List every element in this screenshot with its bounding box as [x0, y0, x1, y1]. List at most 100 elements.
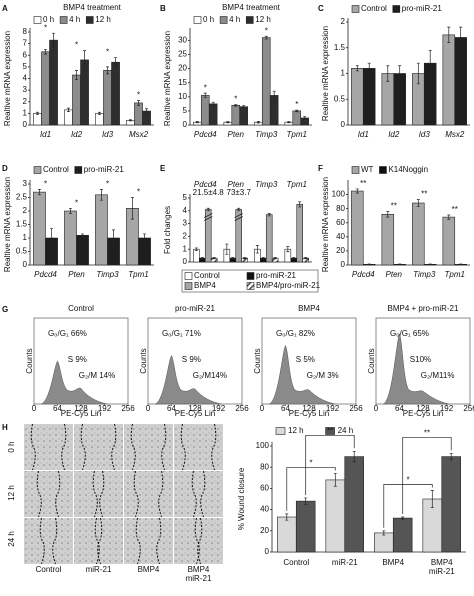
error-bar — [386, 65, 390, 82]
bracket — [402, 437, 452, 515]
x-axis-label: PE-Cy5 Lin — [289, 409, 329, 418]
bar — [442, 34, 456, 126]
category-label: BMP4 — [382, 558, 404, 567]
wound-edge — [180, 423, 217, 471]
error-bar — [447, 26, 451, 43]
chart-title: BMP4 treatment — [222, 3, 281, 12]
y-axis-label: Realtive mRNA expression — [321, 26, 330, 121]
legend-swatch — [33, 166, 42, 174]
x-tick-label: 256 — [235, 404, 249, 413]
panel-letter: H — [2, 423, 8, 432]
bar — [325, 479, 346, 553]
y-axis-label: Realtive mRNA expression — [3, 31, 12, 126]
wound-image — [124, 424, 173, 470]
error-bar — [237, 207, 241, 212]
phase-label: G₂/M 3% — [307, 371, 339, 380]
error-bar — [292, 257, 296, 260]
error-bar — [303, 116, 307, 120]
flow-title: BMP4 — [298, 304, 320, 313]
legend-swatch — [351, 166, 360, 174]
error-bar — [416, 199, 420, 207]
bracket — [305, 434, 355, 495]
legend-swatch — [392, 5, 401, 13]
bar — [64, 210, 77, 266]
y-tick-label: 6 — [23, 50, 28, 59]
error-bar — [226, 121, 230, 124]
legend-label: pro-miR-21 — [256, 271, 297, 280]
phase-label: G₀/G₁ 71% — [162, 329, 201, 338]
bar — [95, 194, 108, 266]
break-label: 73±3.7 — [227, 188, 252, 197]
y-tick-label: 15 — [178, 78, 187, 87]
category-label: Pdcd4 — [34, 270, 57, 279]
x-tick-label: 256 — [349, 404, 363, 413]
y-tick-label: 5 — [183, 193, 188, 202]
wound-image — [24, 518, 73, 564]
error-bar — [304, 497, 308, 505]
x-tick-label: 0 — [260, 404, 265, 413]
legend-label: Control — [361, 4, 387, 13]
error-bar — [295, 109, 299, 113]
bar — [442, 216, 456, 266]
error-bar — [287, 121, 291, 124]
bar — [344, 456, 364, 553]
bar — [64, 109, 73, 126]
bar — [41, 51, 50, 126]
error-bar — [428, 49, 432, 77]
category-label: Tpm1 — [287, 130, 307, 139]
bar — [351, 68, 364, 126]
error-bar — [272, 90, 276, 100]
category-label: miR-21 — [332, 558, 358, 567]
wound-edge — [130, 423, 167, 471]
y-tick-label: 2 — [23, 206, 28, 215]
legend-label: 12 h — [255, 15, 271, 24]
y-axis-label: % Wound closure — [237, 467, 246, 530]
significance: ** — [360, 179, 366, 188]
error-bar — [267, 213, 271, 217]
x-tick-label: 64 — [167, 404, 176, 413]
category-label: Timp3 — [255, 130, 278, 139]
bar — [33, 191, 46, 266]
error-bar — [355, 188, 359, 194]
significance: ** — [452, 205, 458, 214]
bar — [239, 106, 248, 126]
significance: ** — [327, 426, 333, 435]
legend-label: 0 h — [43, 15, 54, 24]
error-bar — [200, 257, 204, 260]
y-tick-label: 5 — [23, 62, 28, 71]
error-bar — [231, 257, 235, 260]
legend-swatch — [184, 272, 193, 280]
error-bar — [333, 473, 337, 487]
error-bar — [106, 66, 109, 75]
error-bar — [145, 108, 149, 114]
error-bar — [212, 257, 216, 260]
legend-swatch — [275, 427, 286, 435]
y-axis-label: Counts — [25, 348, 34, 373]
x-tick-label: 128 — [416, 404, 430, 413]
column-label: miR-21 — [86, 565, 112, 574]
significance: ** — [421, 190, 427, 199]
flow-title: BMP4 + pro-miR-21 — [388, 304, 459, 313]
bar — [49, 39, 58, 126]
bar — [277, 516, 297, 553]
category-label: Pten — [386, 270, 403, 279]
y-tick-label: 3 — [183, 219, 188, 228]
flow-title: pro-miR-21 — [175, 304, 216, 313]
legend-swatch — [325, 427, 335, 435]
phase-label: G₂/M11% — [421, 371, 455, 380]
error-bar — [430, 490, 434, 508]
flow-histogram — [155, 355, 222, 405]
phase-label: G₀/G₁ 65% — [390, 329, 429, 338]
phase-label: S 5% — [296, 355, 315, 364]
x-axis-label: PE-Cy5 Lin — [403, 409, 443, 418]
error-bar — [203, 92, 207, 99]
legend-swatch — [184, 282, 193, 290]
error-bar — [261, 257, 265, 260]
phase-label: G₂/M14% — [193, 371, 227, 380]
legend-label: 24 h — [338, 426, 354, 435]
break-label: 21.5±4.8 — [193, 188, 225, 197]
error-bar — [242, 105, 246, 109]
legend-label: pro-miR-21 — [402, 4, 443, 13]
significance: * — [265, 26, 268, 35]
